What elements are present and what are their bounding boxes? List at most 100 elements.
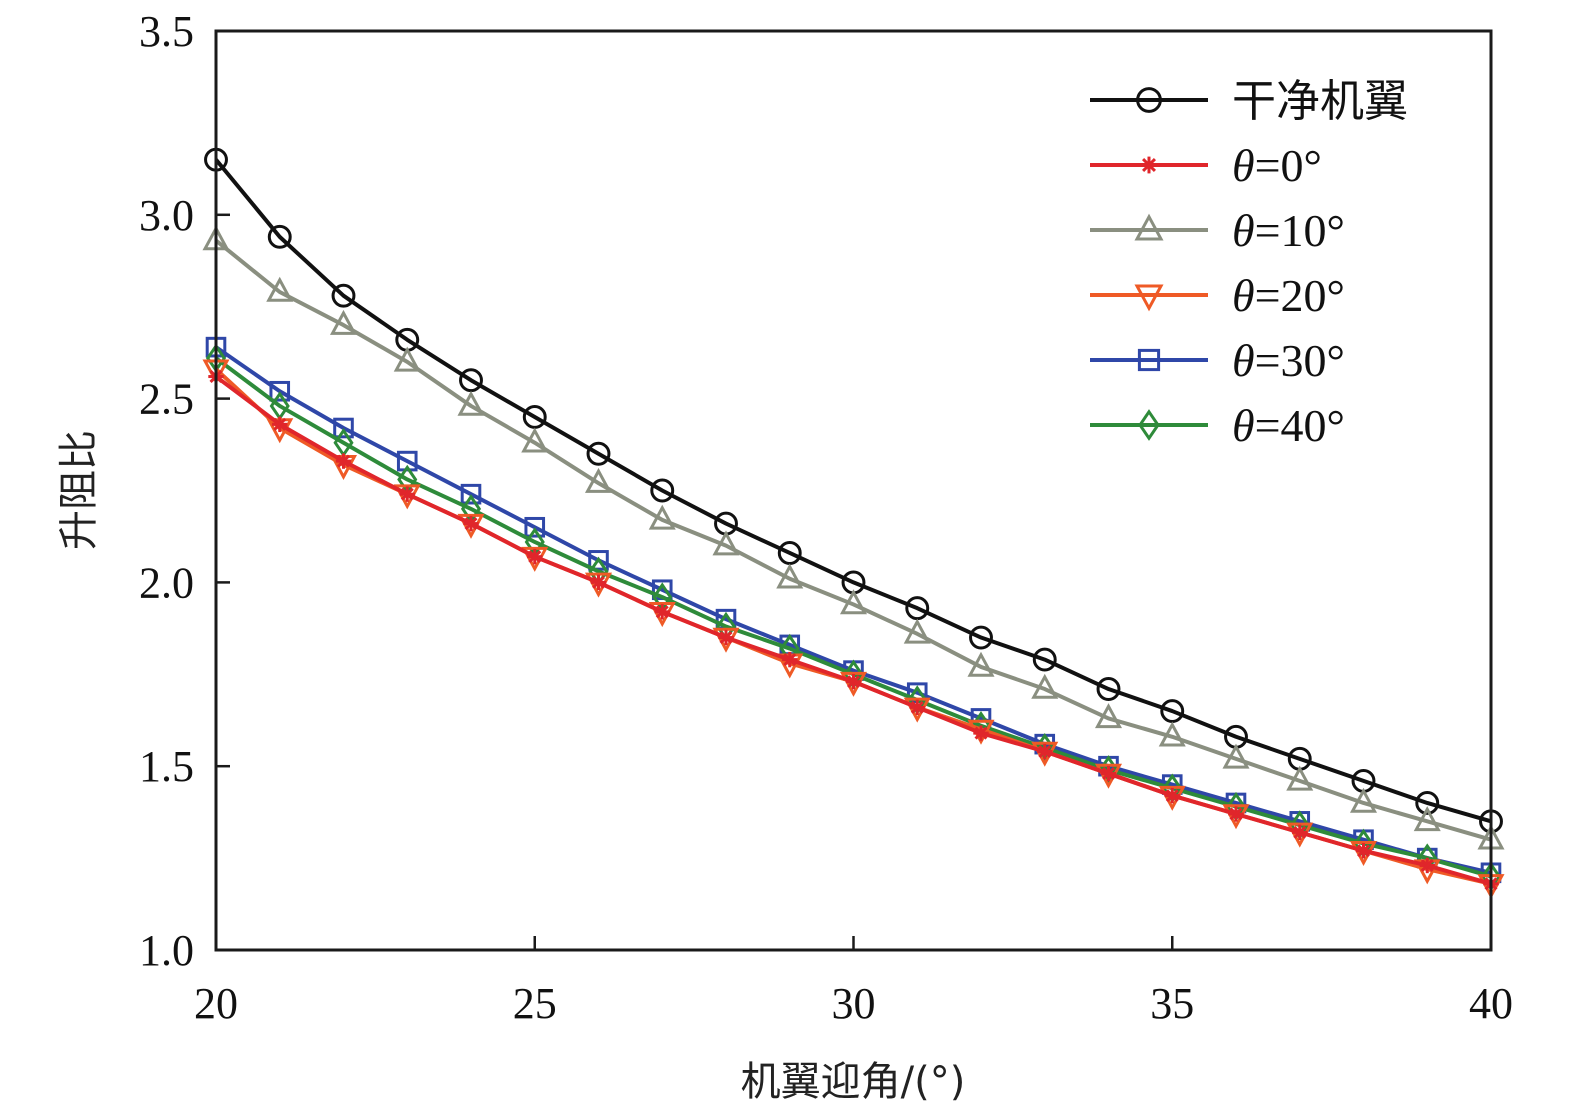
legend-item: θ=30°: [1090, 335, 1345, 386]
asterisk-stroke: [273, 417, 287, 431]
asterisk-stroke: [783, 653, 797, 667]
x-tick-label: 20: [194, 979, 238, 1028]
data-point: [905, 596, 930, 621]
y-axis-title: 升阻比: [56, 430, 102, 550]
asterisk-stroke: [591, 575, 606, 589]
data-point: [1413, 806, 1441, 832]
legend-label: θ=10°: [1232, 205, 1345, 256]
data-point: [521, 427, 549, 453]
data-point: [654, 604, 670, 620]
legend-item: θ=20°: [1090, 270, 1345, 321]
data-point: [329, 309, 358, 335]
data-point: [1355, 843, 1372, 859]
data-point: [1031, 673, 1059, 699]
legend-label: θ=20°: [1232, 270, 1345, 321]
x-axis-title: 机翼迎角/(°): [741, 1059, 966, 1105]
data-point: [712, 530, 740, 556]
data-point: [1100, 765, 1117, 782]
data-point: [845, 673, 862, 690]
series-line: [214, 158, 1492, 824]
asterisk-stroke: [1229, 807, 1243, 821]
data-point: [459, 368, 483, 393]
y-tick-label: 2.5: [139, 375, 194, 424]
asterisk-stroke: [1038, 744, 1052, 759]
data-point: [718, 629, 734, 646]
asterisk-stroke: [846, 675, 861, 689]
data-point: [1228, 806, 1244, 822]
data-point: [967, 651, 995, 677]
asterisk-stroke: [528, 550, 542, 564]
data-point: [1158, 721, 1186, 747]
data-point: [524, 516, 546, 538]
data-point: [1032, 647, 1057, 672]
series-1: [208, 368, 1499, 892]
asterisk-stroke: [655, 605, 669, 619]
data-point: [1096, 677, 1121, 701]
data-point: [909, 699, 925, 716]
data-point: [776, 563, 804, 589]
legend-marker: [1134, 213, 1164, 241]
asterisk-stroke: [1165, 789, 1179, 803]
asterisk-stroke: [910, 700, 924, 714]
data-point: [584, 467, 613, 493]
data-point: [333, 417, 354, 439]
series-line: [214, 238, 1492, 842]
legend-marker: [1134, 284, 1164, 312]
data-point: [269, 380, 291, 402]
data-point: [1037, 743, 1053, 760]
x-tick-label: 30: [832, 979, 876, 1028]
data-point: [777, 541, 802, 565]
data-point: [272, 416, 288, 433]
legend-marker: [1137, 348, 1161, 372]
data-point: [588, 550, 609, 571]
legend-label: θ=0°: [1232, 140, 1322, 191]
ticks-layer: 20 25 30 35 40 1.0 1.5 2.0 2.5 3.0 3.5: [139, 7, 1513, 1028]
legend-marker: [1136, 87, 1162, 113]
asterisk-stroke: [1356, 844, 1371, 858]
asterisk-stroke: [974, 726, 988, 740]
data-point: [1164, 787, 1180, 804]
data-point: [522, 405, 547, 429]
legend-item: 干净机翼: [1090, 76, 1408, 127]
legend-item: θ=0°: [1090, 140, 1322, 191]
legend-item: θ=10°: [1090, 205, 1345, 256]
data-point: [460, 483, 482, 505]
data-point: [1419, 857, 1435, 874]
asterisk-stroke: [336, 454, 351, 468]
data-point: [393, 346, 421, 372]
asterisk-stroke: [464, 517, 478, 531]
data-point: [335, 453, 352, 469]
series-layer: [202, 147, 1505, 900]
data-point: [1286, 765, 1314, 791]
data-point: [1094, 703, 1123, 729]
data-point: [266, 276, 294, 302]
legend-label: 干净机翼: [1232, 76, 1408, 127]
asterisk-stroke: [1141, 157, 1157, 173]
data-point: [267, 224, 292, 249]
legend-item: θ=40°: [1090, 400, 1345, 451]
y-tick-label: 1.0: [139, 926, 194, 975]
data-point: [1160, 699, 1185, 724]
legend-marker: [1140, 156, 1158, 174]
asterisk-stroke: [1420, 858, 1434, 872]
y-tick-label: 3.0: [139, 191, 194, 240]
legend-marker: [1138, 409, 1160, 441]
data-point: [1292, 824, 1308, 841]
y-tick-label: 2.0: [139, 558, 194, 607]
x-tick-label: 25: [513, 979, 557, 1028]
series-0: [204, 147, 1503, 834]
x-tick-label: 35: [1150, 979, 1194, 1028]
data-point: [527, 548, 543, 565]
x-tick-label: 40: [1469, 979, 1513, 1028]
legend-label: θ=40°: [1232, 400, 1345, 451]
data-point: [839, 589, 868, 615]
data-point: [969, 625, 993, 650]
data-point: [1349, 787, 1378, 813]
data-point: [331, 283, 356, 308]
asterisk-stroke: [400, 487, 414, 501]
data-point: [782, 651, 798, 668]
data-point: [463, 515, 479, 532]
data-point: [650, 478, 675, 503]
data-point: [1222, 743, 1250, 769]
